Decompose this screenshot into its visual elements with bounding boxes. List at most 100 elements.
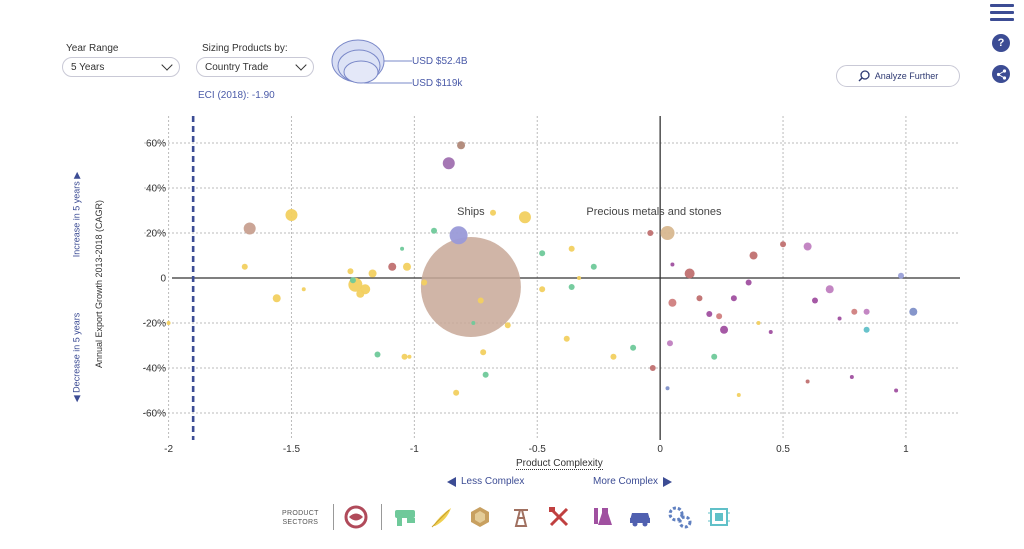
agriculture-icon[interactable] bbox=[429, 504, 455, 530]
size-legend-icon bbox=[331, 39, 412, 84]
product-bubble[interactable] bbox=[457, 141, 466, 150]
less-complex-label: Less Complex bbox=[461, 476, 525, 487]
product-bubble[interactable] bbox=[453, 389, 460, 396]
year-range-select[interactable]: 5 Years bbox=[62, 57, 180, 77]
electronics-icon[interactable] bbox=[706, 504, 732, 530]
y-axis-title: Annual Export Growth 2013-2018 (CAGR) bbox=[94, 199, 104, 369]
product-bubble[interactable] bbox=[909, 307, 918, 316]
product-bubble[interactable] bbox=[349, 277, 356, 284]
product-bubble[interactable] bbox=[400, 246, 405, 251]
product-bubble[interactable] bbox=[368, 269, 377, 278]
sectors-divider bbox=[333, 504, 334, 530]
product-bubble[interactable] bbox=[716, 313, 723, 320]
increase-hint: Increase in 5 years ▶ bbox=[72, 155, 83, 275]
product-bubble[interactable] bbox=[241, 263, 248, 270]
chemicals-icon[interactable] bbox=[589, 504, 615, 530]
sectors-label-line1: PRODUCT bbox=[282, 510, 319, 517]
product-bubble[interactable] bbox=[388, 262, 397, 271]
product-bubble[interactable] bbox=[670, 262, 675, 267]
product-bubble[interactable] bbox=[756, 321, 761, 325]
services-icon[interactable] bbox=[343, 504, 369, 530]
product-bubble[interactable] bbox=[431, 227, 438, 234]
product-bubble[interactable] bbox=[730, 295, 737, 302]
product-bubble[interactable] bbox=[849, 375, 854, 379]
product-bubble[interactable] bbox=[590, 263, 597, 270]
product-bubble[interactable] bbox=[898, 272, 905, 279]
x-tick-label: 0 bbox=[657, 444, 663, 455]
product-bubble[interactable] bbox=[243, 222, 256, 235]
product-bubble[interactable] bbox=[837, 316, 842, 321]
product-bubble[interactable] bbox=[471, 321, 476, 325]
product-bubble[interactable] bbox=[666, 340, 673, 347]
product-bubble[interactable] bbox=[720, 325, 729, 334]
vehicles-icon[interactable] bbox=[627, 504, 653, 530]
product-bubble[interactable] bbox=[272, 294, 281, 303]
sectors-label-line2: SECTORS bbox=[282, 519, 319, 526]
legend-small-value: USD $119k bbox=[412, 78, 463, 89]
product-bubble[interactable] bbox=[665, 386, 670, 391]
product-bubble[interactable] bbox=[480, 349, 487, 356]
decrease-hint: ◀ Decrease in 5 years bbox=[72, 298, 83, 418]
product-bubble[interactable] bbox=[630, 344, 637, 351]
product-bubble[interactable] bbox=[568, 284, 575, 290]
product-bubble[interactable] bbox=[442, 157, 455, 170]
product-bubble[interactable] bbox=[894, 388, 899, 393]
product-bubble[interactable] bbox=[539, 250, 546, 257]
product-bubble[interactable] bbox=[749, 251, 758, 260]
product-bubble[interactable] bbox=[482, 371, 489, 378]
question-icon[interactable]: ? bbox=[992, 34, 1010, 52]
product-bubble[interactable] bbox=[803, 242, 812, 251]
metals-icon[interactable] bbox=[546, 504, 572, 530]
product-bubble[interactable] bbox=[539, 286, 546, 293]
product-bubble[interactable] bbox=[610, 353, 617, 360]
arrow-up-icon: ▶ bbox=[71, 171, 82, 179]
analyze-further-button[interactable]: Analyze Further bbox=[836, 65, 960, 87]
product-bubble[interactable] bbox=[401, 353, 408, 360]
product-bubble[interactable] bbox=[647, 230, 654, 236]
product-bubble[interactable] bbox=[449, 226, 468, 245]
minerals-icon[interactable] bbox=[508, 504, 534, 530]
product-bubble[interactable] bbox=[711, 353, 718, 360]
product-bubble[interactable] bbox=[347, 268, 354, 275]
product-bubble[interactable] bbox=[421, 279, 428, 286]
product-bubble[interactable] bbox=[805, 379, 810, 384]
product-bubble[interactable] bbox=[684, 268, 695, 279]
product-bubble[interactable] bbox=[504, 322, 511, 329]
product-bubble[interactable] bbox=[780, 241, 787, 248]
product-bubble[interactable] bbox=[851, 308, 858, 315]
product-bubble[interactable] bbox=[825, 285, 834, 294]
sizing-select[interactable]: Country Trade bbox=[196, 57, 314, 77]
product-bubble[interactable] bbox=[301, 287, 306, 292]
menu-icon[interactable] bbox=[990, 4, 1014, 25]
product-bubble[interactable] bbox=[706, 311, 713, 317]
product-bubble[interactable] bbox=[420, 237, 521, 337]
product-bubble[interactable] bbox=[668, 298, 677, 307]
product-bubble[interactable] bbox=[166, 321, 171, 325]
product-bubble[interactable] bbox=[745, 279, 752, 286]
machinery-icon[interactable] bbox=[667, 504, 693, 530]
product-bubble[interactable] bbox=[660, 226, 675, 240]
product-bubble[interactable] bbox=[477, 297, 484, 304]
x-tick-label: 1 bbox=[903, 444, 909, 455]
product-bubble[interactable] bbox=[402, 262, 411, 271]
product-bubble[interactable] bbox=[568, 245, 575, 252]
product-bubble[interactable] bbox=[518, 211, 531, 224]
product-bubble[interactable] bbox=[563, 335, 570, 342]
textiles-icon[interactable] bbox=[392, 504, 418, 530]
product-bubble[interactable] bbox=[736, 393, 741, 397]
product-bubble[interactable] bbox=[863, 326, 870, 333]
product-bubble[interactable] bbox=[768, 330, 773, 334]
product-bubble[interactable] bbox=[811, 297, 818, 304]
product-bubble[interactable] bbox=[577, 276, 582, 280]
product-bubble[interactable] bbox=[863, 308, 870, 315]
product-bubble[interactable] bbox=[490, 209, 497, 216]
product-bubble[interactable] bbox=[356, 289, 365, 298]
product-bubble[interactable] bbox=[407, 354, 412, 359]
product-bubble[interactable] bbox=[649, 365, 656, 371]
share-icon[interactable] bbox=[992, 65, 1010, 83]
product-bubble[interactable] bbox=[696, 295, 703, 302]
x-tick-label: -1.5 bbox=[283, 444, 301, 455]
product-bubble[interactable] bbox=[374, 351, 381, 358]
product-bubble[interactable] bbox=[285, 209, 298, 221]
stone-icon[interactable] bbox=[467, 504, 493, 530]
